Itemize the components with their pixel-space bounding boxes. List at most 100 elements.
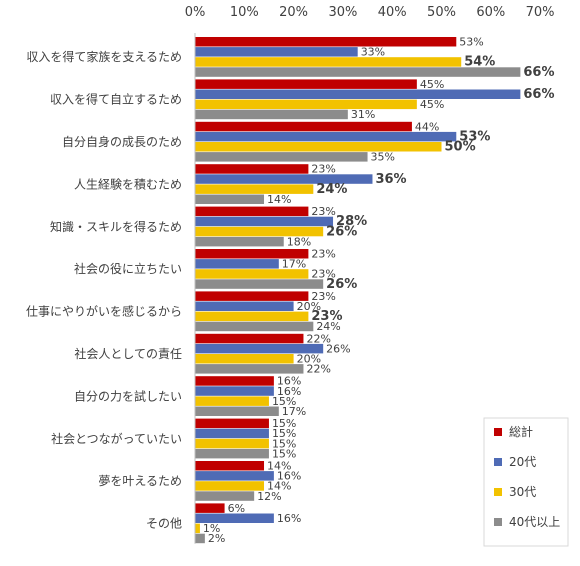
category-label: 自分の力を試したい: [74, 388, 182, 403]
data-label: 15%: [272, 395, 296, 408]
data-label: 50%: [445, 140, 476, 155]
bar: [195, 121, 412, 132]
data-label: 23%: [311, 268, 335, 281]
bar: [195, 428, 269, 439]
data-label: 14%: [267, 460, 291, 473]
data-label: 54%: [464, 55, 495, 70]
data-label: 66%: [523, 87, 554, 102]
legend-swatch: [494, 488, 502, 496]
bar: [195, 396, 269, 406]
bar: [195, 226, 324, 237]
data-label: 14%: [267, 480, 291, 493]
data-label: 45%: [420, 98, 444, 111]
bar: [195, 533, 205, 544]
data-label: 1%: [203, 522, 220, 535]
bar: [195, 448, 269, 459]
data-label: 24%: [316, 320, 340, 333]
category-label: その他: [146, 517, 182, 531]
bar: [195, 438, 269, 449]
data-label: 24%: [316, 182, 347, 197]
data-label: 22%: [306, 363, 330, 376]
data-label: 23%: [311, 205, 335, 218]
bar: [195, 364, 304, 374]
data-label: 15%: [272, 417, 296, 430]
data-label: 15%: [272, 447, 296, 460]
data-labels: 53%45%44%23%23%23%23%22%16%15%14%6%33%66…: [203, 36, 555, 546]
category-label: 社会の役に立ちたい: [74, 261, 182, 276]
bar: [195, 523, 200, 534]
bars: [195, 37, 521, 544]
bar: [195, 503, 225, 513]
bar: [195, 164, 309, 174]
data-label: 20%: [297, 300, 321, 313]
data-label: 23%: [311, 163, 335, 176]
legend-label: 20代: [509, 455, 536, 469]
data-label: 18%: [287, 235, 311, 248]
bar: [195, 174, 373, 184]
data-label: 26%: [326, 224, 357, 239]
data-label: 66%: [523, 65, 554, 80]
bar: [195, 354, 294, 364]
bar: [195, 131, 457, 142]
data-label: 17%: [282, 405, 306, 418]
bar: [195, 259, 279, 269]
bar: [195, 301, 294, 311]
legend-swatch: [494, 458, 502, 466]
data-label: 17%: [282, 258, 306, 271]
category-label: 収入を得て自立するため: [50, 92, 182, 107]
bar: [195, 109, 348, 120]
legend-swatch: [494, 518, 502, 526]
category-label: 社会人としての責任: [74, 346, 182, 361]
bar: [195, 99, 417, 110]
data-label: 15%: [272, 437, 296, 450]
legend-label: 総計: [509, 424, 533, 439]
data-label: 22%: [306, 332, 330, 345]
data-label: 16%: [277, 375, 301, 388]
legend-swatch: [494, 428, 502, 436]
bar: [195, 67, 521, 77]
data-label: 23%: [311, 290, 335, 303]
bar: [195, 279, 324, 289]
data-label: 15%: [272, 427, 296, 440]
category-label: 夢を叶えるため: [98, 474, 182, 488]
x-tick-label: 30%: [328, 5, 357, 20]
category-label: 自分自身の成長のため: [62, 134, 182, 149]
category-label: 知識・スキルを得るため: [50, 219, 182, 234]
category-label: 収入を得て家族を支えるため: [26, 49, 182, 64]
data-label: 6%: [228, 502, 245, 515]
bar: [195, 311, 309, 322]
data-label: 26%: [326, 277, 357, 292]
bar: [195, 471, 274, 481]
legend-label: 40代以上: [509, 515, 560, 529]
bar: [195, 249, 309, 259]
bar: [195, 333, 304, 344]
bar: [195, 47, 358, 57]
bar: [195, 491, 255, 501]
x-tick-label: 40%: [378, 5, 407, 20]
bar: [195, 236, 284, 247]
category-label: 仕事にやりがいを感じるから: [26, 304, 182, 319]
category-labels: 収入を得て家族を支えるため収入を得て自立するため自分自身の成長のため人生経験を積…: [26, 49, 182, 530]
data-label: 12%: [257, 490, 281, 503]
x-tick-label: 50%: [427, 5, 456, 20]
data-label: 45%: [420, 78, 444, 91]
bar: [195, 142, 442, 152]
bar: [195, 89, 521, 99]
bar: [195, 57, 462, 67]
data-label: 31%: [351, 108, 375, 121]
data-label: 2%: [208, 532, 225, 545]
x-tick-label: 10%: [230, 5, 259, 20]
data-label: 20%: [297, 353, 321, 366]
bar: [195, 461, 265, 471]
bar: [195, 418, 269, 429]
bar: [195, 376, 274, 386]
bar: [195, 184, 314, 194]
x-tick-label: 0%: [185, 5, 206, 20]
bar: [195, 406, 279, 416]
category-label: 社会とつながっていたい: [51, 431, 182, 446]
bar: [195, 269, 309, 279]
bar: [195, 206, 309, 217]
bar: [195, 386, 274, 396]
x-tick-label: 70%: [526, 5, 555, 20]
